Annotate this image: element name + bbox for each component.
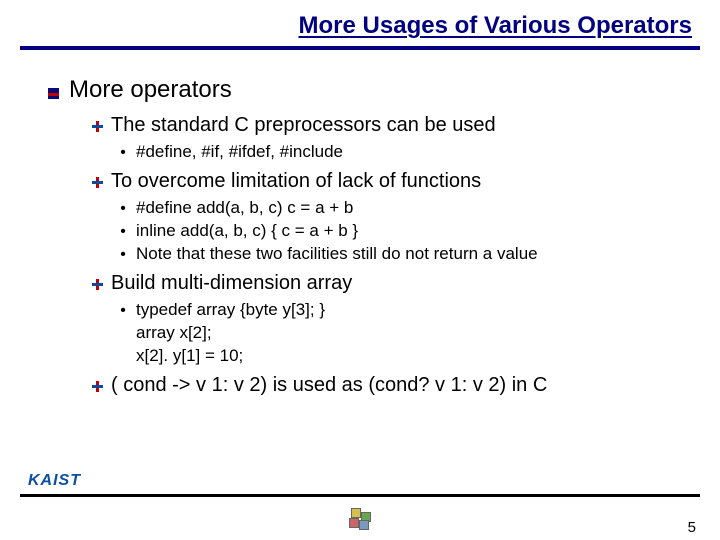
bullet-dot-icon: • (118, 142, 128, 164)
lvl3-text: typedef array {byte y[3]; } (136, 299, 325, 322)
footer-rule: 5 (20, 494, 700, 540)
lvl3-text-cont: array x[2]; (136, 322, 690, 345)
lvl3-text-cont: x[2]. y[1] = 10; (136, 345, 690, 368)
bullet-lvl2-icon (92, 279, 103, 290)
bullet-lvl2-icon (92, 381, 103, 392)
content-area: More operators The standard C preprocess… (0, 50, 720, 397)
bullet-lvl1-icon (48, 88, 59, 99)
lvl2-text: The standard C preprocessors can be used (111, 114, 496, 137)
bullet-dot-icon: • (118, 198, 128, 220)
lvl2-text: ( cond -> v 1: v 2) is used as (cond? v … (111, 374, 547, 397)
lvl3-text: Note that these two facilities still do … (136, 243, 538, 266)
bullet-dot-icon: • (118, 221, 128, 243)
slide-title: More Usages of Various Operators (299, 12, 692, 39)
bullet-dot-icon: • (118, 244, 128, 266)
bullet-lvl2-icon (92, 121, 103, 132)
lvl3-text: #define add(a, b, c) c = a + b (136, 197, 353, 220)
lvl2-text: Build multi-dimension array (111, 272, 352, 295)
fourbox-icon (349, 508, 371, 530)
page-number: 5 (688, 519, 696, 536)
lvl2-text: To overcome limitation of lack of functi… (111, 170, 481, 193)
lvl3-text: #define, #if, #ifdef, #include (136, 141, 343, 164)
lvl3-text: inline add(a, b, c) { c = a + b } (136, 220, 358, 243)
kaist-logo: KAIST (28, 472, 81, 490)
bullet-lvl2-icon (92, 177, 103, 188)
lvl1-text: More operators (69, 76, 232, 104)
bullet-dot-icon: • (118, 300, 128, 322)
